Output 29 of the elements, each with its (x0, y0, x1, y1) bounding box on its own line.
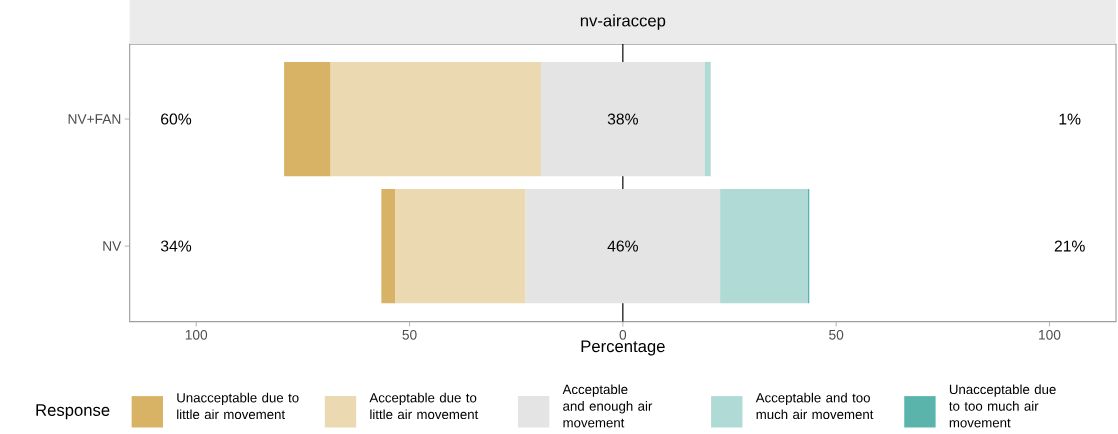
bar (395, 188, 526, 303)
annotation: 34% (160, 240, 192, 252)
x-tick-label: 100 (1039, 329, 1061, 340)
legend-label: Acceptable and too much air movement (755, 392, 874, 419)
y-tick-label: NV+FAN (68, 114, 121, 124)
legend-label: Unacceptable due to too much air movement (949, 384, 1056, 428)
bar (720, 188, 808, 303)
x-axis-title: Percentage (581, 340, 665, 356)
legend-label: Unacceptable due to little air movement (177, 392, 299, 419)
annotation: 1% (1059, 113, 1081, 125)
annotation: 60% (161, 113, 192, 125)
bar (284, 61, 331, 177)
x-tick-label: 0 (619, 329, 627, 340)
annotation: 46% (607, 240, 638, 252)
bar (704, 61, 711, 177)
legend-label: Acceptable and enough air movement (562, 384, 653, 428)
annotation: 38% (607, 113, 638, 125)
bar (330, 61, 541, 177)
x-tick-label: 100 (185, 329, 208, 340)
bar (381, 188, 396, 303)
bar (540, 61, 705, 177)
x-tick-label: 50 (829, 329, 844, 340)
x-tick-label: 50 (402, 329, 417, 340)
bar (525, 188, 721, 303)
legend-label: Acceptable due to little air movement (369, 392, 479, 419)
y-tick-label: NV (103, 241, 122, 251)
chart-title: nv-airaccep (580, 14, 666, 30)
legend-title: Response (36, 404, 110, 420)
annotation: 21% (1054, 240, 1085, 252)
